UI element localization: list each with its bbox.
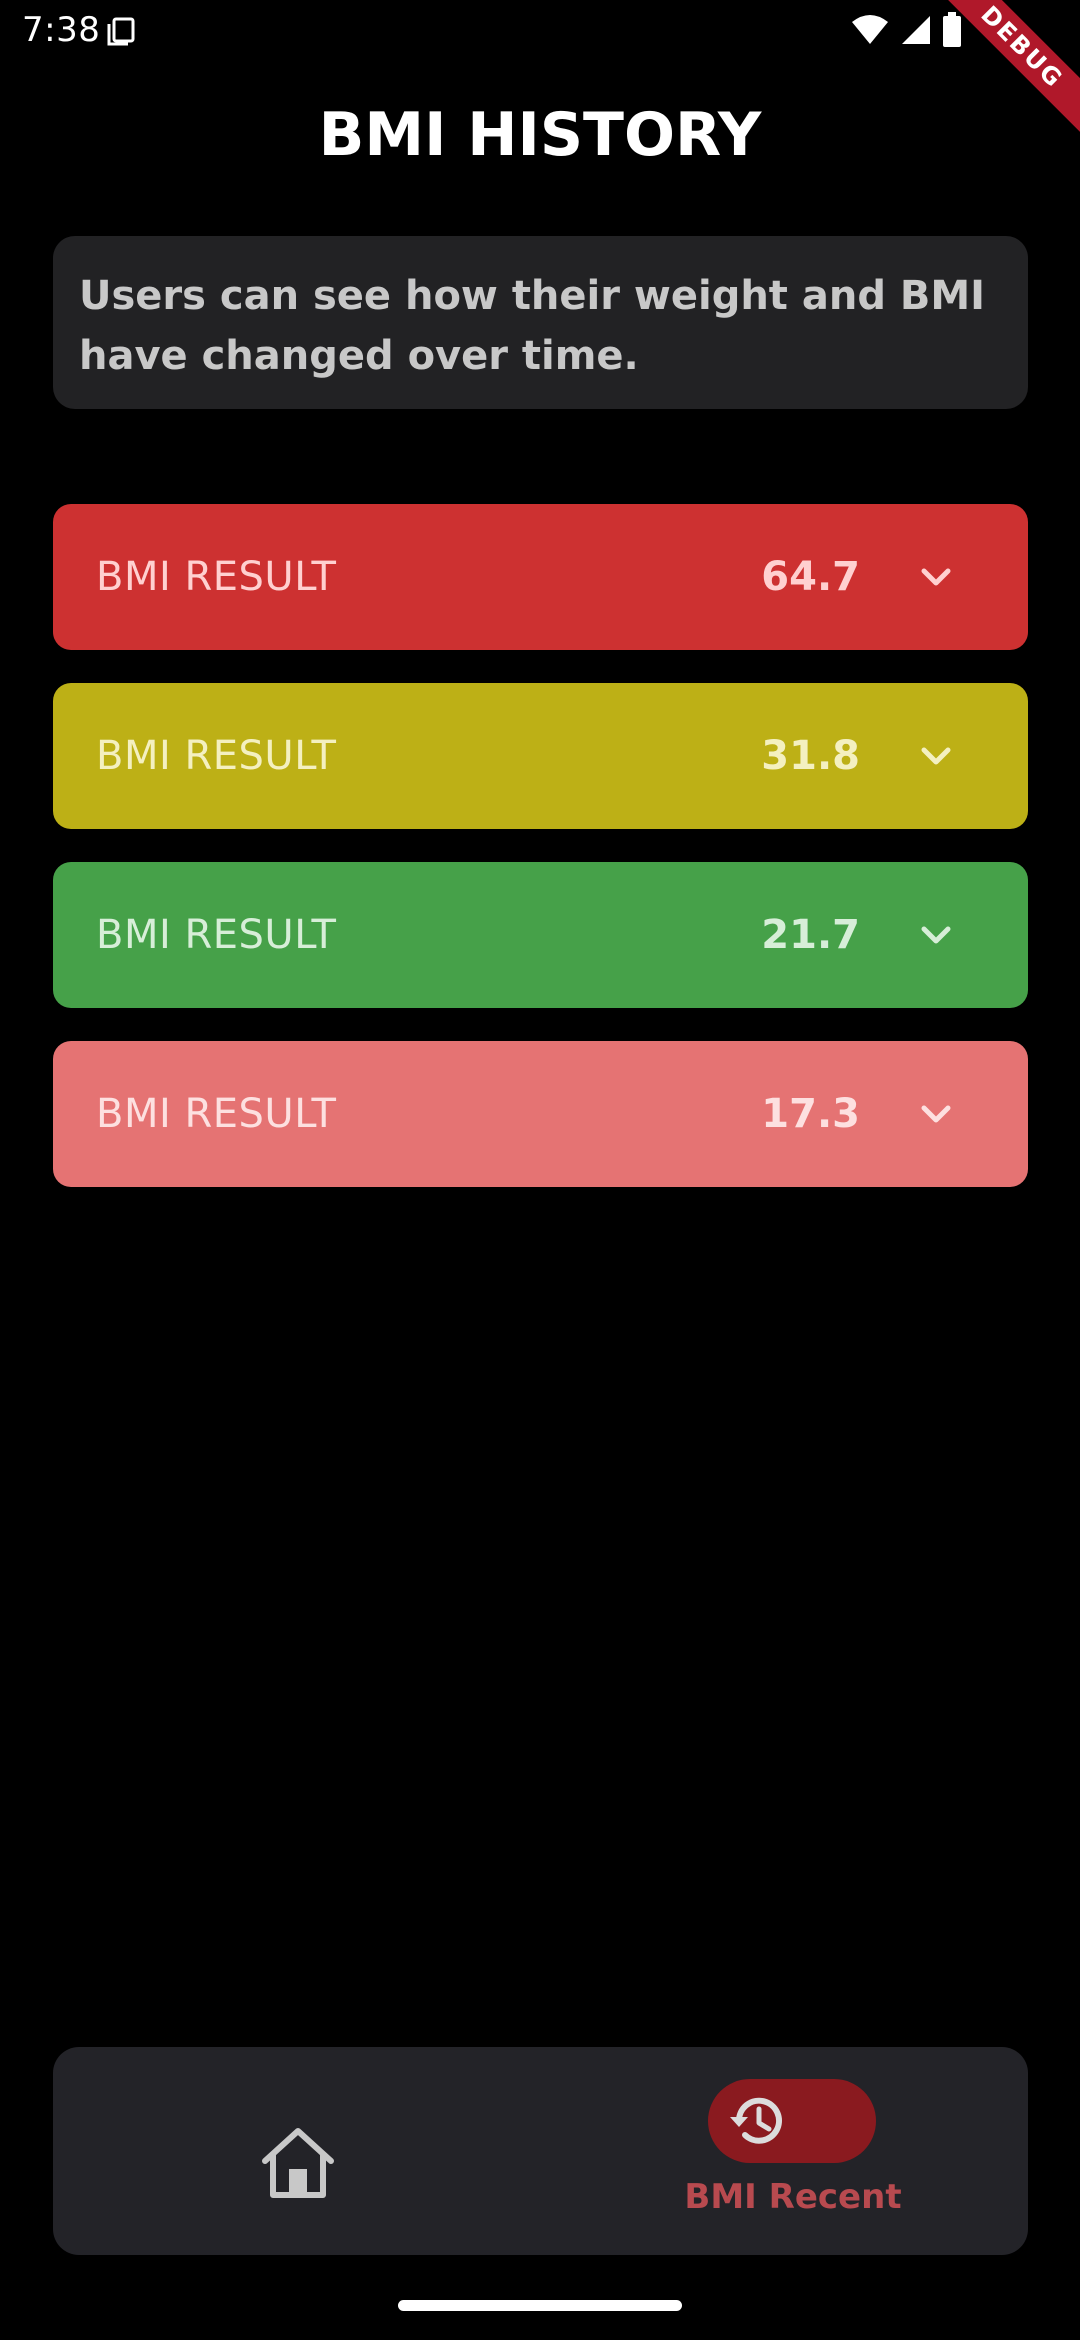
- home-indicator[interactable]: [398, 2300, 682, 2311]
- battery-icon: [943, 12, 961, 47]
- chevron-down-icon[interactable]: [916, 915, 956, 955]
- description-card: Users can see how their weight and BMI h…: [53, 236, 1028, 409]
- chevron-down-icon[interactable]: [916, 1094, 956, 1134]
- cell-signal-icon: [902, 16, 930, 44]
- description-text: Users can see how their weight and BMI h…: [79, 273, 986, 379]
- status-icons: [850, 12, 962, 48]
- status-bar: 7:38 DEBUG: [0, 0, 1080, 146]
- bmi-result-label: BMI RESULT: [96, 554, 337, 600]
- chevron-down-icon[interactable]: [916, 557, 956, 597]
- bmi-result-row[interactable]: BMI RESULT 17.3: [53, 1041, 1028, 1187]
- bmi-result-value: 64.7: [761, 554, 860, 600]
- bmi-result-row[interactable]: BMI RESULT 31.8: [53, 683, 1028, 829]
- bmi-result-value: 31.8: [761, 733, 860, 779]
- chevron-down-icon[interactable]: [916, 736, 956, 776]
- bmi-result-label: BMI RESULT: [96, 733, 337, 779]
- nav-item-label: BMI Recent: [684, 2177, 902, 2217]
- bmi-result-value: 21.7: [761, 912, 860, 958]
- bottom-nav: BMI Recent: [53, 2047, 1028, 2255]
- wifi-icon: [852, 15, 888, 44]
- sim-card-icon: [107, 17, 135, 46]
- bmi-result-value: 17.3: [761, 1091, 860, 1137]
- bmi-result-label: BMI RESULT: [96, 1091, 337, 1137]
- status-time: 7:38: [22, 10, 101, 50]
- bmi-result-row[interactable]: BMI RESULT 21.7: [53, 862, 1028, 1008]
- history-icon: [730, 2097, 782, 2144]
- home-icon[interactable]: [253, 2117, 343, 2207]
- nav-item-bmi-recent[interactable]: BMI Recent: [673, 2079, 913, 2239]
- page-title: BMI HISTORY: [318, 100, 762, 170]
- bmi-result-list: BMI RESULT 64.7 BMI RESULT 31.8 BMI RESU…: [53, 504, 1028, 1220]
- bmi-result-row[interactable]: BMI RESULT 64.7: [53, 504, 1028, 650]
- bmi-result-label: BMI RESULT: [96, 912, 337, 958]
